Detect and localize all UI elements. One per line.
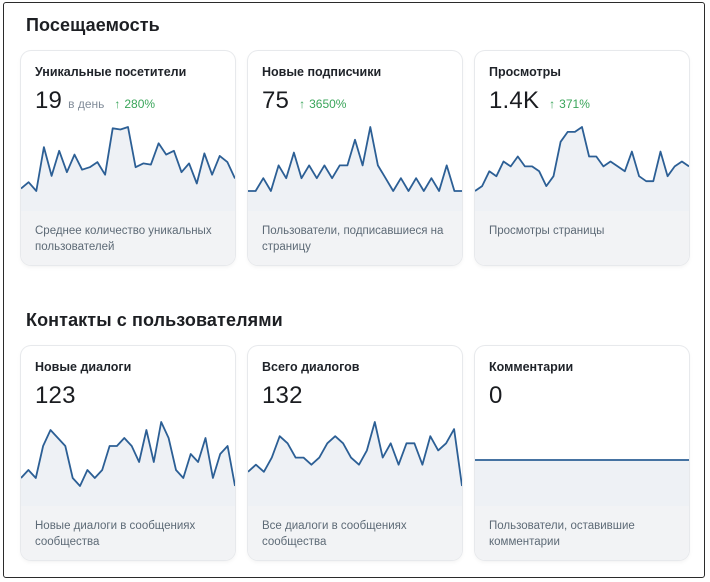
sparkline-area	[21, 127, 235, 211]
card-delta: ↑ 3650%	[299, 97, 346, 111]
sparkline-chart	[475, 126, 689, 211]
card-value: 0	[489, 382, 503, 409]
card-title: Комментарии	[489, 360, 574, 374]
card-value: 75	[262, 87, 290, 114]
card-unique-visitors[interactable]: Уникальные посетители 19 в день ↑ 280% Ср…	[21, 51, 235, 265]
sparkline-line	[248, 126, 462, 192]
section-title-contacts: Контакты с пользователями	[26, 310, 283, 330]
card-value-row: 75 ↑ 3650%	[262, 87, 346, 115]
sparkline-area	[248, 422, 462, 506]
stats-panel: Посещаемость Уникальные посетители 19 в …	[3, 2, 705, 578]
card-footer	[248, 504, 462, 560]
card-description: Просмотры страницы	[489, 225, 605, 237]
sparkline-chart	[248, 126, 462, 211]
card-value-row: 132	[262, 382, 303, 410]
card-title: Просмотры	[489, 65, 561, 79]
sparkline-line	[248, 421, 462, 487]
card-new-subscribers[interactable]: Новые подписчики 75 ↑ 3650% Пользователи,…	[248, 51, 462, 265]
card-views[interactable]: Просмотры 1.4K ↑ 371% Просмотры страницы	[475, 51, 689, 265]
card-description: Новые диалоги в сообщениях сообщества	[35, 520, 196, 548]
sparkline-chart	[248, 421, 462, 506]
delta-value: 371%	[559, 97, 590, 111]
sparkline-chart	[475, 459, 689, 506]
card-comments[interactable]: Комментарии 0 Пользователи, оставившие к…	[475, 346, 689, 560]
card-description: Среднее количество уникальных пользовате…	[35, 225, 212, 253]
arrow-up-icon: ↑	[549, 97, 556, 111]
card-footer	[21, 504, 235, 560]
card-value-row: 1.4K ↑ 371%	[489, 87, 590, 115]
sparkline-line	[21, 421, 235, 487]
card-title: Новые диалоги	[35, 360, 132, 374]
card-description: Пользователи, оставившие комментарии	[489, 520, 635, 548]
card-value: 132	[262, 382, 303, 409]
card-description: Все диалоги в сообщениях сообщества	[262, 520, 407, 548]
sparkline-area	[248, 127, 462, 211]
sparkline-area	[475, 127, 689, 211]
arrow-up-icon: ↑	[299, 97, 306, 111]
card-value-row: 123	[35, 382, 76, 410]
card-value: 19	[35, 87, 63, 114]
delta-value: 280%	[124, 97, 156, 111]
card-new-dialogs[interactable]: Новые диалоги 123 Новые диалоги в сообще…	[21, 346, 235, 560]
card-value: 123	[35, 382, 76, 409]
card-title: Уникальные посетители	[35, 65, 187, 79]
card-title: Новые подписчики	[262, 65, 382, 79]
card-total-dialogs[interactable]: Всего диалогов 132 Все диалоги в сообщен…	[248, 346, 462, 560]
card-footer	[21, 209, 235, 265]
card-value-row: 0	[489, 382, 503, 410]
delta-value: 3650%	[309, 97, 347, 111]
card-footer	[475, 504, 689, 560]
card-delta: ↑ 371%	[549, 97, 590, 111]
arrow-up-icon: ↑	[114, 97, 121, 111]
card-title: Всего диалогов	[262, 360, 360, 374]
card-value: 1.4K	[489, 87, 540, 114]
section-title-attendance: Посещаемость	[26, 15, 160, 35]
sparkline-chart	[21, 126, 235, 211]
card-footer	[475, 209, 689, 265]
sparkline-line	[21, 126, 235, 192]
card-description: Пользователи, подписавшиеся на страницу	[262, 225, 444, 253]
sparkline-chart	[21, 421, 235, 506]
sparkline-area	[475, 460, 689, 506]
card-value-row: 19 в день ↑ 280%	[35, 87, 155, 115]
card-delta: ↑ 280%	[114, 97, 155, 111]
card-footer	[248, 209, 462, 265]
sparkline-line	[475, 126, 689, 192]
sparkline-area	[21, 422, 235, 506]
card-unit: в день	[68, 97, 105, 111]
